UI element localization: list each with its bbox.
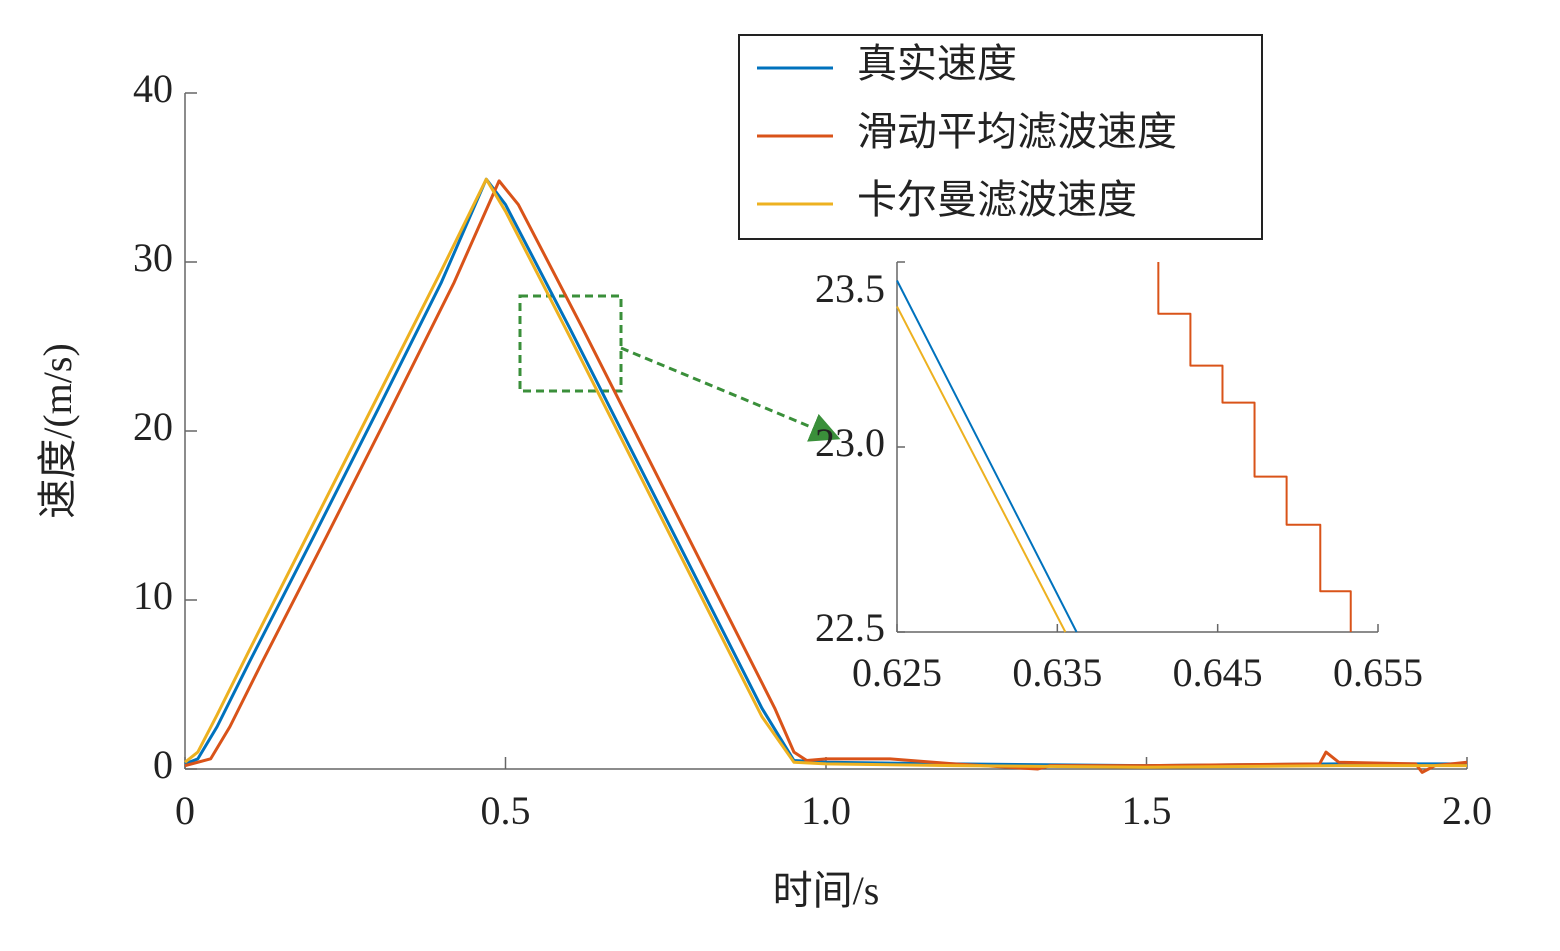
x-tick-label: 0.5 xyxy=(481,788,531,833)
y-tick-label: 10 xyxy=(133,573,173,618)
x-tick-label: 0 xyxy=(175,788,195,833)
series-line xyxy=(1157,262,1352,632)
x-axis-label: 时间/s xyxy=(773,868,880,913)
legend-label: 滑动平均滤波速度 xyxy=(857,109,1177,154)
zoom-box xyxy=(518,294,623,393)
y-tick-label: 0 xyxy=(153,742,173,787)
x-tick-label: 2.0 xyxy=(1442,788,1492,833)
series-line xyxy=(896,305,1067,633)
x-tick-label: 1.0 xyxy=(801,788,851,833)
x-tick-label: 0.645 xyxy=(1173,650,1263,695)
series-line xyxy=(184,179,1468,774)
series-line xyxy=(184,177,1467,769)
x-tick-label: 0.655 xyxy=(1333,650,1423,695)
y-tick-label: 22.5 xyxy=(815,605,885,650)
zoom-arrow xyxy=(620,346,841,442)
y-tick-label: 23.5 xyxy=(815,266,885,311)
y-tick-label: 40 xyxy=(133,66,173,111)
y-tick-label: 30 xyxy=(133,235,173,280)
series-line xyxy=(896,280,1078,633)
legend-label: 卡尔曼滤波速度 xyxy=(857,177,1137,222)
y-tick-label: 20 xyxy=(133,404,173,449)
y-axis-label: 速度/(m/s) xyxy=(35,343,80,519)
y-tick-label: 23.0 xyxy=(815,420,885,465)
x-tick-label: 1.5 xyxy=(1122,788,1172,833)
x-tick-label: 0.625 xyxy=(852,650,942,695)
legend-label: 真实速度 xyxy=(857,41,1017,86)
x-tick-label: 0.635 xyxy=(1012,650,1102,695)
